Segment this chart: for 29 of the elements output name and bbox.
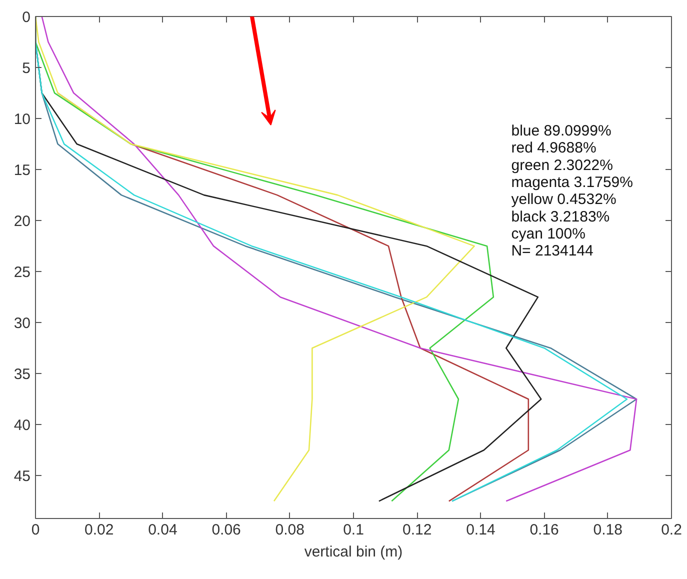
- annotation: blue 89.0999%: [511, 122, 612, 140]
- x-tick-label: 0.04: [148, 522, 178, 538]
- x-tick-label: 0.18: [593, 522, 623, 538]
- x-axis-title: vertical bin (m): [304, 544, 403, 560]
- x-tick-label: 0.14: [466, 522, 496, 538]
- y-tick-label: 25: [14, 264, 31, 282]
- y-tick-label: 30: [14, 315, 31, 332]
- x-tick-label: 0.12: [402, 522, 432, 538]
- annotation: N= 2134144: [511, 242, 594, 260]
- annotation: green 2.3022%: [511, 156, 613, 174]
- x-tick-label: 0.16: [530, 522, 559, 538]
- x-tick-label: 0.1: [343, 522, 364, 538]
- y-tick-label: 5: [22, 60, 30, 78]
- annotation: red 4.9688%: [511, 140, 596, 157]
- y-tick-label: 20: [14, 213, 31, 230]
- y-tick-label: 0: [22, 9, 30, 26]
- y-tick-label: 40: [14, 417, 31, 434]
- y-tick-label: 35: [14, 366, 31, 384]
- x-tick-label: 0.2: [661, 522, 682, 538]
- annotation: black 3.2183%: [511, 208, 610, 226]
- x-tick-label: 0.08: [275, 522, 305, 538]
- x-tick-label: 0.06: [212, 522, 241, 538]
- y-tick-label: 10: [14, 111, 31, 128]
- annotation: magenta 3.1759%: [511, 174, 633, 191]
- y-tick-label: 45: [14, 468, 31, 486]
- x-tick-label: 0.02: [84, 522, 114, 538]
- annotation: yellow 0.4532%: [511, 191, 616, 208]
- y-tick-label: 15: [14, 162, 31, 180]
- annotation: cyan 100%: [511, 226, 586, 242]
